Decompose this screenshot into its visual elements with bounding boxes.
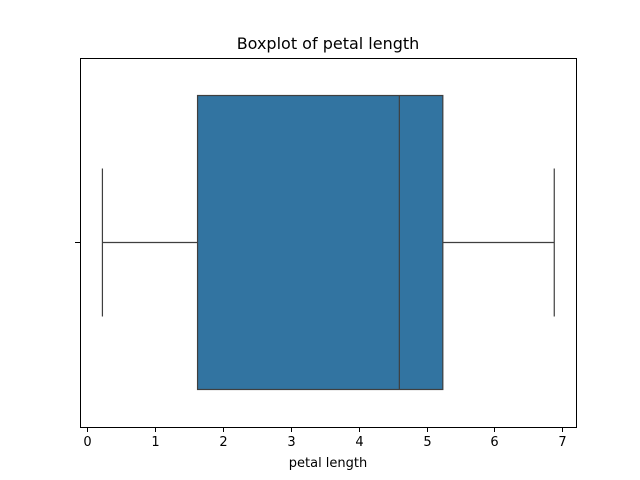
- interquartile-box: [196, 94, 444, 391]
- x-tick-label: 4: [355, 435, 363, 450]
- x-axis-ticks: 0 1 2 3 4 5 6 7: [75, 242, 567, 450]
- x-tick-label: 3: [287, 435, 295, 450]
- box-series: [101, 94, 555, 391]
- x-tick-label: 1: [151, 435, 159, 450]
- x-tick-label: 6: [490, 435, 498, 450]
- x-tick-label: 2: [219, 435, 227, 450]
- chart-title: Boxplot of petal length: [237, 34, 420, 53]
- x-tick-label: 7: [558, 435, 566, 450]
- x-tick-label: 5: [423, 435, 431, 450]
- x-axis-label: petal length: [289, 456, 368, 471]
- x-tick-label: 0: [83, 435, 91, 450]
